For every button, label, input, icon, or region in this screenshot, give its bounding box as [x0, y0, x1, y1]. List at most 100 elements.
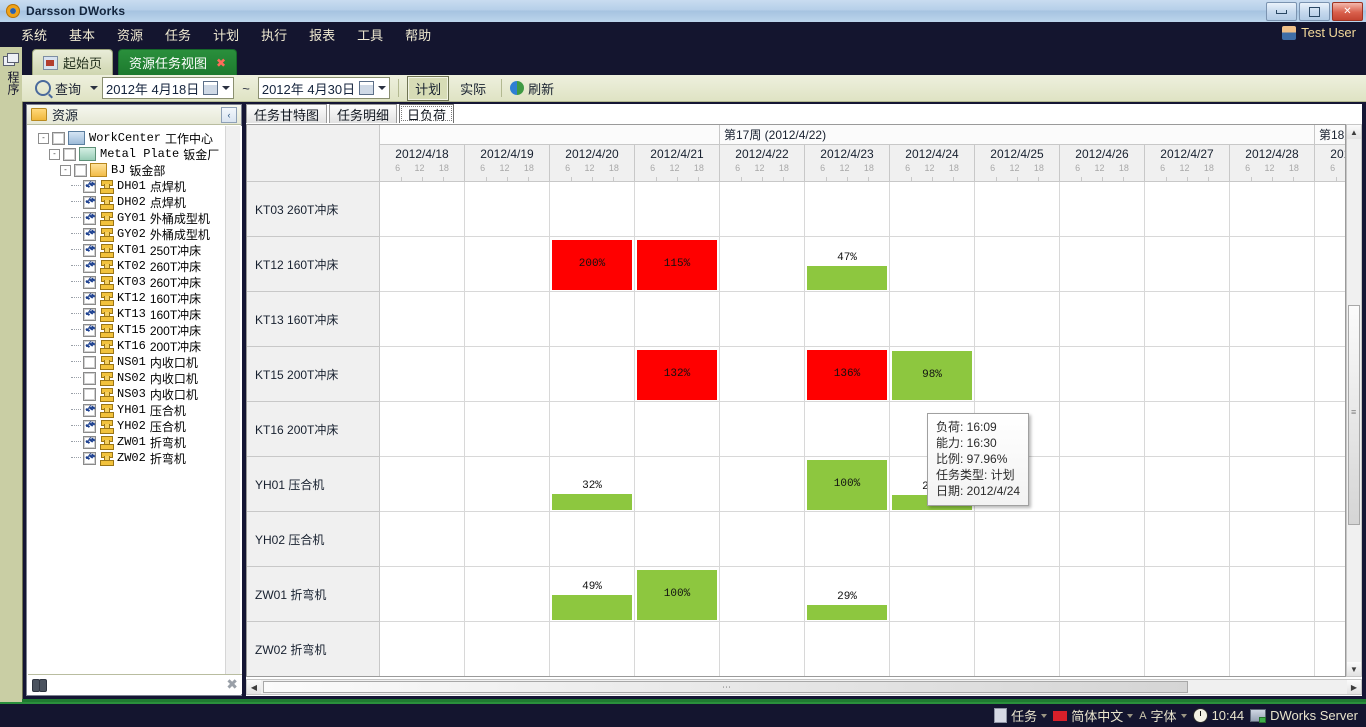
tree-checkbox[interactable] — [83, 194, 96, 209]
tree-checkbox[interactable] — [83, 355, 96, 369]
tree-item-metal-plate[interactable]: - Metal Plate 钣金厂 — [28, 146, 242, 162]
tree-checkbox[interactable] — [83, 371, 96, 385]
menu-item-tools[interactable]: 工具 — [357, 28, 384, 43]
mode-plan-button[interactable]: 计划 — [407, 75, 450, 101]
tree-item-ns01[interactable]: NS01 内收口机 — [28, 354, 242, 370]
menu-item-basic[interactable]: 基本 — [69, 28, 96, 43]
load-bar[interactable]: 132% — [637, 350, 717, 400]
tree-checkbox[interactable] — [83, 387, 96, 401]
tree-checkbox[interactable] — [83, 258, 96, 273]
status-task[interactable]: 任务 — [994, 706, 1048, 725]
tab-home[interactable]: 起始页 — [32, 49, 114, 75]
grid-horizontal-scrollbar[interactable]: ◀ ⋯ ▶ — [246, 679, 1362, 695]
grid-vertical-scrollbar[interactable]: ▲ ≡ ▼ — [1346, 124, 1362, 677]
load-bar[interactable]: 100% — [807, 460, 887, 510]
tree-item-workcenter[interactable]: - WorkCenter 工作中心 — [28, 130, 242, 146]
expander-icon[interactable]: - — [49, 148, 60, 160]
chevron-down-icon[interactable] — [1127, 713, 1134, 718]
tree-checkbox[interactable] — [83, 418, 96, 433]
tree-scrollbar[interactable] — [225, 126, 240, 676]
tab-resource-task-view[interactable]: 资源任务视图 ✖ — [118, 49, 238, 75]
collapse-panel-button[interactable]: ‹ — [221, 106, 237, 123]
close-icon[interactable]: ✖ — [216, 55, 227, 70]
tree-checkbox[interactable] — [83, 322, 96, 337]
load-bar[interactable]: 200% — [552, 240, 632, 290]
chevron-down-icon[interactable] — [1041, 713, 1048, 718]
tree-checkbox[interactable] — [74, 163, 87, 177]
tree-checkbox[interactable] — [52, 131, 65, 145]
scroll-right-arrow[interactable]: ▶ — [1347, 680, 1361, 694]
menu-item-report[interactable]: 报表 — [309, 28, 336, 43]
expander-icon[interactable]: - — [60, 164, 71, 176]
view-tab-任务甘特图[interactable]: 任务甘特图 — [246, 104, 328, 123]
tree-item-ns03[interactable]: NS03 内收口机 — [28, 386, 242, 402]
menu-item-help[interactable]: 帮助 — [405, 28, 432, 43]
tree-checkbox[interactable] — [83, 242, 96, 257]
date-to-input[interactable]: 2012年 4月30日 — [257, 77, 391, 99]
tree-checkbox[interactable] — [83, 290, 96, 305]
status-font[interactable]: A 字体 — [1139, 706, 1187, 725]
chevron-down-icon[interactable] — [1180, 713, 1187, 718]
current-user[interactable]: Test User — [1282, 25, 1356, 40]
calendar-icon[interactable] — [203, 81, 219, 95]
tree-checkbox[interactable] — [83, 306, 96, 321]
load-bar[interactable]: 136% — [807, 350, 887, 400]
tree-checkbox[interactable] — [83, 450, 96, 465]
expander-icon[interactable]: - — [38, 132, 49, 144]
chevron-down-icon[interactable] — [90, 86, 99, 90]
calendar-icon[interactable] — [359, 81, 375, 95]
query-button[interactable]: 查询 — [30, 77, 86, 100]
vertical-scroll-thumb[interactable] — [1348, 305, 1360, 525]
tree-checkbox[interactable] — [83, 226, 96, 241]
binoculars-icon[interactable] — [32, 679, 47, 692]
menu-item-execute[interactable]: 执行 — [261, 28, 288, 43]
tree-item-bj[interactable]: - BJ 钣金部 — [28, 162, 242, 178]
menu-item-system[interactable]: 系统 — [21, 28, 48, 43]
close-button[interactable]: ✕ — [1332, 2, 1363, 21]
scroll-down-arrow[interactable]: ▼ — [1347, 662, 1361, 676]
load-bar[interactable]: 49% — [552, 581, 632, 620]
menu-item-task[interactable]: 任务 — [165, 28, 192, 43]
load-bar[interactable]: 115% — [637, 240, 717, 290]
load-bar[interactable]: 29% — [807, 591, 887, 620]
horizontal-scroll-thumb[interactable] — [263, 681, 1188, 693]
tree-checkbox[interactable] — [83, 402, 96, 417]
tree-item-ns02[interactable]: NS02 内收口机 — [28, 370, 242, 386]
close-icon[interactable]: ✖ — [226, 676, 238, 692]
tree-checkbox[interactable] — [83, 338, 96, 353]
refresh-button[interactable]: 刷新 — [510, 79, 554, 98]
date-from-input[interactable]: 2012年 4月18日 — [102, 77, 235, 99]
tree-checkbox[interactable] — [83, 178, 96, 193]
maximize-button[interactable] — [1299, 2, 1330, 21]
view-tab-任务明细[interactable]: 任务明细 — [329, 104, 398, 123]
side-strip[interactable]: 程序 — [0, 47, 23, 702]
scroll-left-arrow[interactable]: ◀ — [247, 680, 261, 694]
tree-checkbox[interactable] — [83, 434, 96, 449]
minimize-button[interactable] — [1266, 2, 1297, 21]
load-bar[interactable]: 32% — [552, 480, 632, 510]
load-bar[interactable]: 100% — [637, 570, 717, 620]
chevron-down-icon[interactable] — [378, 86, 387, 90]
tree-checkbox[interactable] — [83, 274, 96, 289]
tree-checkbox[interactable] — [63, 147, 76, 161]
tree-checkbox[interactable] — [83, 210, 96, 225]
chevron-down-icon[interactable] — [222, 86, 231, 90]
menu-item-resource[interactable]: 资源 — [117, 28, 144, 43]
mode-actual-button[interactable]: 实际 — [460, 81, 487, 97]
scroll-up-arrow[interactable]: ▲ — [1347, 125, 1361, 139]
load-bar[interactable]: 47% — [807, 252, 887, 290]
